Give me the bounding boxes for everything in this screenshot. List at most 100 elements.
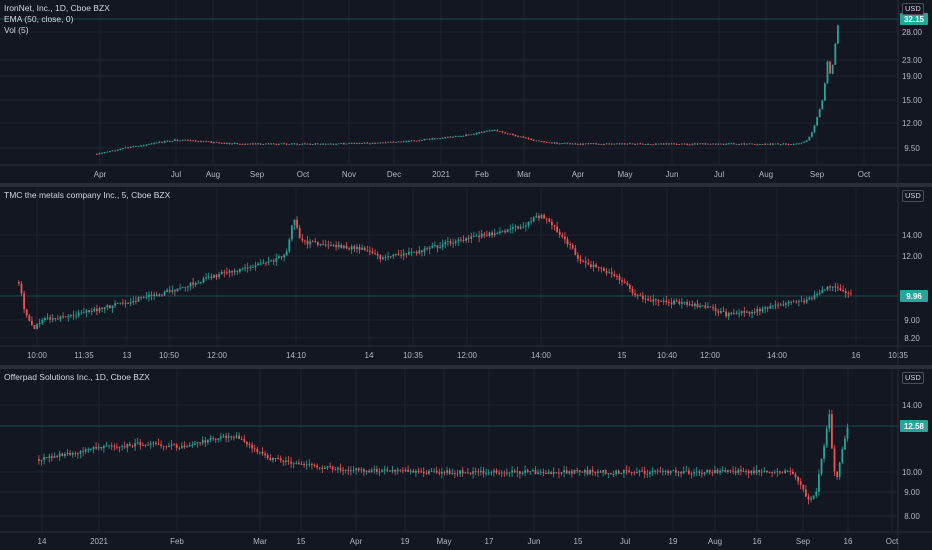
candle-body <box>246 143 249 145</box>
candle-body <box>358 143 361 144</box>
candle-body <box>673 300 675 305</box>
candle-body <box>418 250 421 254</box>
candle-body <box>66 453 69 455</box>
candle-body <box>493 470 495 473</box>
candle-body <box>340 143 343 144</box>
candle-body <box>142 445 144 447</box>
candle-body <box>400 141 402 143</box>
candle-body <box>168 141 171 142</box>
candle-body <box>753 470 755 474</box>
candle-body <box>335 143 337 145</box>
candle-body <box>464 472 467 474</box>
pane-divider[interactable] <box>0 365 932 369</box>
candle-body <box>97 446 100 449</box>
candle-body <box>171 140 174 142</box>
x-tick-label: Mar <box>517 170 531 179</box>
candle-body <box>701 143 704 145</box>
candle-body <box>642 143 644 145</box>
candle-body <box>72 315 75 317</box>
symbol-title[interactable]: Offerpad Solutions Inc., 1D, Cboe BZX <box>4 372 150 382</box>
candle-body <box>218 274 220 277</box>
candle-body <box>360 469 363 471</box>
x-tick-label: 14:00 <box>767 351 788 360</box>
candle-body <box>576 470 578 471</box>
indicator-volume[interactable]: Vol (5) <box>4 25 29 35</box>
candle-body <box>532 470 534 472</box>
candle-body <box>680 471 682 474</box>
candle-body <box>826 61 829 84</box>
candle-body <box>634 293 636 296</box>
candle-body <box>724 469 727 472</box>
chart-pane-offerpad[interactable]: 14.00 10.00 9.00 8.00 14 2021 Feb Mar 15 Apr 19 May… <box>0 369 932 550</box>
candle-body <box>469 473 472 475</box>
candle-body <box>711 472 714 474</box>
candle-body <box>272 260 275 262</box>
candle-body <box>720 311 722 313</box>
chart-pane-tmc[interactable]: 14.00 12.00 9.00 8.20 10:00 11:35 13 10:50 12:00… <box>0 187 932 365</box>
candle-body <box>207 141 210 143</box>
candle-body <box>337 143 340 145</box>
candle-body <box>748 311 751 314</box>
candle-body <box>153 143 155 144</box>
y-tick-label: 9.50 <box>904 144 920 153</box>
candle-body <box>135 301 137 302</box>
candle-body <box>678 144 681 146</box>
candle-body <box>498 472 500 474</box>
symbol-title[interactable]: TMC the metals company Inc., 5, Cboe BZX <box>4 190 171 200</box>
candle-body <box>44 317 46 320</box>
chart-canvas-offerpad[interactable]: 14.00 10.00 9.00 8.00 14 2021 Feb Mar 15 Apr 19 May… <box>0 369 932 550</box>
candle-body <box>794 474 797 478</box>
pane-divider[interactable] <box>0 183 932 187</box>
candle-body <box>735 313 738 315</box>
candle-body <box>344 470 347 471</box>
candle-body <box>296 219 298 228</box>
candle-body <box>540 141 543 142</box>
candle-body <box>194 140 197 142</box>
candle-body <box>610 473 612 474</box>
candle-body <box>259 451 261 453</box>
candle-body <box>644 298 647 300</box>
candle-body <box>530 221 532 223</box>
candle-body <box>543 141 545 143</box>
candle-body <box>184 286 187 288</box>
candle-body <box>610 143 613 145</box>
candle-body <box>382 257 384 260</box>
y-tick-label: 14.00 <box>902 231 923 240</box>
candle-body <box>379 142 382 144</box>
chart-pane-ironnet[interactable]: 28.00 23.00 19.00 15.00 12.00 9.50 Apr Jul Aug Se… <box>0 0 932 183</box>
x-tick-label: 13 <box>123 351 132 360</box>
candle-body <box>296 143 298 145</box>
candle-body <box>225 435 227 438</box>
candle-body <box>92 447 95 450</box>
candle-body <box>779 304 782 306</box>
candle-body <box>231 143 233 145</box>
candle-body <box>170 444 173 446</box>
candle-body <box>504 230 506 233</box>
symbol-title[interactable]: IronNet, Inc., 1D, Cboe BZX <box>4 3 110 13</box>
candle-body <box>815 491 818 496</box>
chart-canvas-ironnet[interactable]: 28.00 23.00 19.00 15.00 12.00 9.50 Apr Jul Aug Se… <box>0 0 932 183</box>
candle-body <box>262 262 265 264</box>
candle-body <box>356 246 358 249</box>
candle-body <box>639 295 642 297</box>
x-tick-label: 10:35 <box>403 351 424 360</box>
candle-body <box>40 459 43 461</box>
x-tick-label: Jul <box>620 537 630 546</box>
candle-body <box>475 235 478 237</box>
chart-canvas-tmc[interactable]: 14.00 12.00 9.00 8.20 10:00 11:35 13 10:50 12:00… <box>0 187 932 365</box>
candle-body <box>577 255 579 259</box>
candle-body <box>686 143 688 145</box>
candle-body <box>790 301 792 303</box>
y-tick-label: 14.00 <box>902 401 923 410</box>
indicator-ema[interactable]: EMA (50, close, 0) <box>4 14 74 24</box>
candle-body <box>693 472 695 474</box>
candle-body <box>665 300 668 303</box>
candle-body <box>233 436 235 438</box>
candle-body <box>812 495 815 499</box>
candle-body <box>95 447 97 449</box>
candle-body <box>448 470 451 474</box>
candle-body <box>443 471 446 473</box>
candle-body <box>421 250 423 253</box>
candle-body <box>777 304 779 306</box>
candle-body <box>769 306 772 309</box>
